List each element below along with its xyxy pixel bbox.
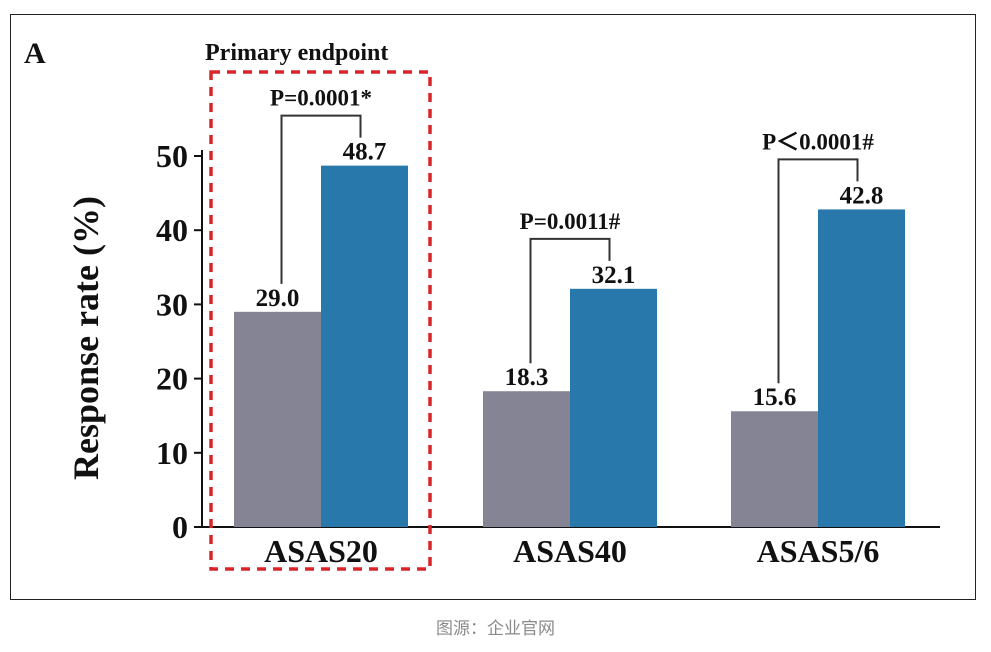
bar-value-label: 18.3: [505, 364, 549, 391]
y-tick-label: 10: [156, 435, 188, 471]
bar-value-label: 29.0: [256, 285, 300, 312]
bar: [731, 411, 818, 527]
bar: [483, 391, 570, 527]
primary-endpoint-label: Primary endpoint: [205, 40, 388, 66]
x-category-label: ASAS20: [264, 533, 378, 569]
panel-label: A: [24, 37, 46, 70]
significance-bracket: [280, 114, 362, 284]
significance-bracket: [529, 237, 611, 364]
bar: [234, 311, 321, 527]
p-value-label: P=0.0011#: [520, 209, 621, 234]
y-tick-label: 30: [156, 286, 188, 322]
p-value-label: P＜0.0001#: [762, 129, 874, 154]
bar-value-label: 15.6: [753, 384, 797, 411]
x-category-label: ASAS40: [513, 533, 627, 569]
image-source-caption: 图源：企业官网: [436, 619, 555, 639]
p-value-label: P=0.0001*: [270, 86, 372, 111]
bar-value-label: 32.1: [592, 262, 636, 289]
y-tick-label: 20: [156, 361, 188, 397]
bar: [818, 209, 905, 527]
y-tick-label: 50: [156, 138, 188, 174]
primary-endpoint-highlight-box: [209, 70, 432, 571]
significance-bracket: [777, 158, 859, 384]
x-category-label: ASAS5/6: [757, 533, 880, 569]
y-axis-label: Response rate (%): [66, 196, 106, 480]
bar: [570, 288, 657, 527]
bar: [321, 165, 408, 527]
bar-value-label: 48.7: [343, 139, 387, 166]
bar-value-label: 42.8: [840, 182, 884, 209]
y-tick-label: 40: [156, 212, 188, 248]
y-tick-label: 0: [172, 509, 188, 545]
